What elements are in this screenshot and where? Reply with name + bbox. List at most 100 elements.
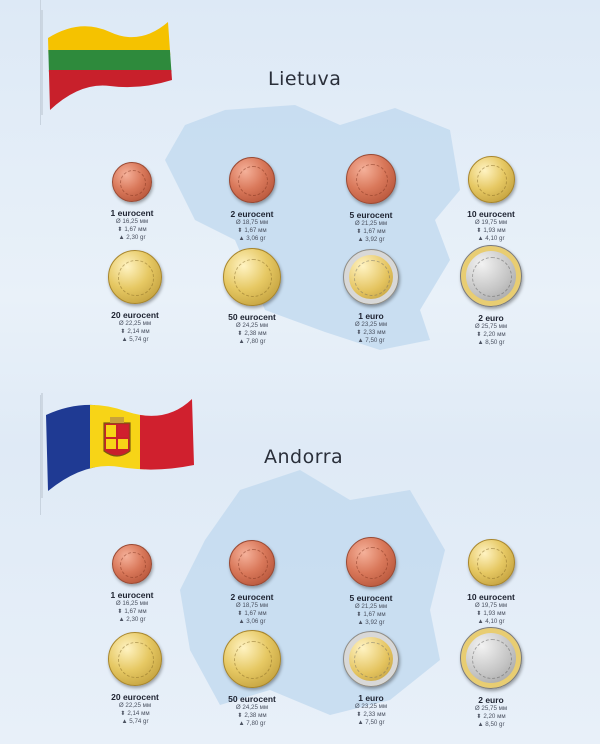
coin-thickness: 1,67 мм [363, 228, 386, 235]
thickness-icon: ⬍ [476, 713, 484, 720]
coin-diameter: Ø 18,75 мм [235, 219, 269, 226]
coin-thickness: 2,33 мм [363, 329, 386, 336]
page-divider [40, 395, 41, 515]
weight-icon: ▲ [357, 236, 366, 243]
weight-icon: ▲ [121, 718, 130, 725]
thickness-icon: ⬍ [117, 608, 125, 615]
coin-thickness: 1,67 мм [363, 611, 386, 618]
coat-of-arms-icon [103, 417, 131, 457]
coin-name: 1 eurocent [110, 590, 154, 600]
coin-name: 1 eurocent [110, 208, 154, 218]
weight-icon: ▲ [118, 616, 127, 623]
flag-icon [41, 393, 194, 498]
weight-icon: ▲ [357, 337, 366, 344]
coin-thickness: 2,14 мм [127, 328, 150, 335]
coin-weight: 8,50 gr [485, 721, 505, 728]
coin-thickness: 1,67 мм [124, 226, 147, 233]
coin-image [223, 248, 281, 306]
weight-icon: ▲ [477, 339, 486, 346]
coin-name: 5 eurocent [349, 210, 393, 220]
weight-icon: ▲ [357, 719, 366, 726]
coin-10-eurocent: 10 eurocent Ø 19,75 мм ⬍ 1,93 мм ▲ 4,10 … [431, 154, 551, 243]
coin-name: 50 eurocent [228, 694, 276, 704]
thickness-icon: ⬍ [120, 710, 128, 717]
coin-weight: 7,50 gr [365, 719, 385, 726]
coin-thickness: 1,67 мм [244, 610, 267, 617]
coin-diameter: Ø 23,25 мм [354, 321, 388, 328]
thickness-icon: ⬍ [237, 330, 245, 337]
thickness-icon: ⬍ [120, 328, 128, 335]
coin-name: 2 euro [478, 313, 504, 323]
coin-diameter: Ø 18,75 мм [235, 602, 269, 609]
thickness-icon: ⬍ [476, 227, 484, 234]
coin-image [346, 154, 396, 204]
coin-2-euro: 2 euro Ø 25,75 мм ⬍ 2,20 мм ▲ 8,50 gr [431, 243, 551, 347]
coin-50-eurocent: 50 eurocent Ø 24,25 мм ⬍ 2,38 мм ▲ 7,80 … [192, 628, 312, 728]
coin-image [343, 249, 399, 305]
coin-weight: 7,50 gr [365, 337, 385, 344]
coin-name: 5 eurocent [349, 593, 393, 603]
coin-thickness: 2,38 мм [244, 712, 267, 719]
coin-image [223, 630, 281, 688]
thickness-icon: ⬍ [476, 331, 484, 338]
coin-diameter: Ø 16,25 мм [115, 600, 149, 607]
thickness-icon: ⬍ [356, 611, 364, 618]
coin-name: 20 eurocent [111, 692, 159, 702]
coin-5-eurocent: 5 eurocent Ø 21,25 мм ⬍ 1,67 мм ▲ 3,92 g… [311, 535, 431, 627]
weight-icon: ▲ [238, 235, 247, 242]
coin-diameter: Ø 16,25 мм [115, 218, 149, 225]
coin-image [346, 537, 396, 587]
coin-name: 20 eurocent [111, 310, 159, 320]
coin-thickness: 2,14 мм [127, 710, 150, 717]
coin-image [467, 539, 515, 586]
country-title: Andorra [264, 446, 344, 468]
coin-20-eurocent: 20 eurocent Ø 22,25 мм ⬍ 2,14 мм ▲ 5,74 … [75, 248, 195, 344]
coin-diameter: Ø 19,75 мм [474, 602, 508, 609]
weight-icon: ▲ [477, 618, 486, 625]
coin-2-euro: 2 euro Ø 25,75 мм ⬍ 2,20 мм ▲ 8,50 gr [431, 625, 551, 729]
thickness-icon: ⬍ [237, 610, 245, 617]
coin-diameter: Ø 24,25 мм [235, 322, 269, 329]
coin-name: 1 euro [358, 311, 384, 321]
coin-name: 2 euro [478, 695, 504, 705]
coin-diameter: Ø 23,25 мм [354, 703, 388, 710]
page-divider [40, 0, 41, 125]
coin-thickness: 2,20 мм [483, 713, 506, 720]
coin-weight: 4,10 gr [485, 618, 505, 625]
weight-icon: ▲ [357, 619, 366, 626]
coin-name: 1 euro [358, 693, 384, 703]
coin-image [112, 162, 152, 202]
weight-icon: ▲ [238, 338, 247, 345]
coin-thickness: 1,67 мм [244, 227, 267, 234]
coin-name: 10 eurocent [467, 592, 515, 602]
coin-image [112, 544, 152, 584]
coin-diameter: Ø 21,25 мм [354, 603, 388, 610]
coin-image [460, 245, 522, 307]
weight-icon: ▲ [477, 235, 486, 242]
thickness-icon: ⬍ [476, 610, 484, 617]
coin-diameter: Ø 24,25 мм [235, 704, 269, 711]
coin-diameter: Ø 25,75 мм [474, 323, 508, 330]
thickness-icon: ⬍ [117, 226, 125, 233]
coin-name: 50 eurocent [228, 312, 276, 322]
coin-1-euro: 1 euro Ø 23,25 мм ⬍ 2,33 мм ▲ 7,50 gr [311, 629, 431, 727]
coin-weight: 2,30 gr [126, 234, 146, 241]
thickness-icon: ⬍ [356, 228, 364, 235]
coin-weight: 3,06 gr [246, 618, 266, 625]
coin-10-eurocent: 10 eurocent Ø 19,75 мм ⬍ 1,93 мм ▲ 4,10 … [431, 537, 551, 626]
coin-image [229, 540, 275, 586]
thickness-icon: ⬍ [356, 329, 364, 336]
coin-weight: 7,80 gr [246, 338, 266, 345]
coin-weight: 3,92 gr [365, 236, 385, 243]
coin-1-eurocent: 1 eurocent Ø 16,25 мм ⬍ 1,67 мм ▲ 2,30 g… [72, 542, 192, 624]
country-title: Lietuva [268, 68, 342, 90]
coin-thickness: 1,93 мм [483, 610, 506, 617]
coin-thickness: 1,93 мм [483, 227, 506, 234]
coin-weight: 8,50 gr [485, 339, 505, 346]
coin-weight: 3,92 gr [365, 619, 385, 626]
coin-diameter: Ø 22,25 мм [118, 702, 152, 709]
coin-2-eurocent: 2 eurocent Ø 18,75 мм ⬍ 1,67 мм ▲ 3,06 g… [192, 155, 312, 243]
coin-weight: 4,10 gr [485, 235, 505, 242]
coin-image [108, 250, 162, 304]
